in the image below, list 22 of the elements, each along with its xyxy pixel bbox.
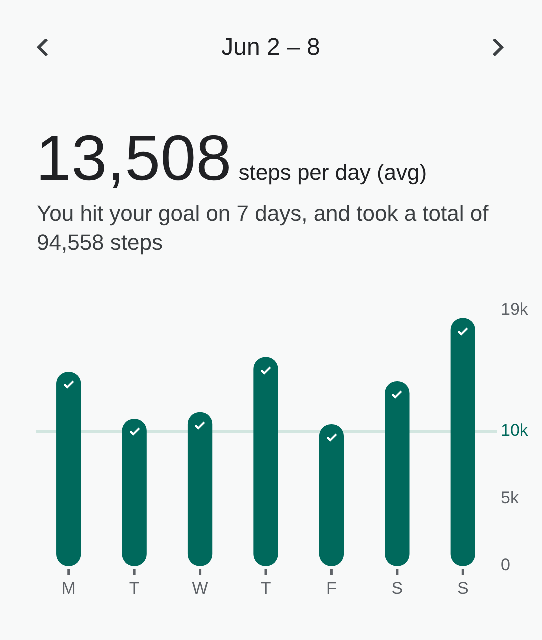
x-tick-label: M [62,578,76,598]
x-tick-label: T [260,578,272,598]
bar [188,412,213,566]
chart-subtitle: You hit your goal on 7 days, and took a total of 94,558 steps [37,200,490,257]
text: 13,508 [36,122,232,194]
chart-title: Jun 2 – 8 [220,34,322,61]
bar [254,357,278,566]
x-tick-label: S [457,578,469,598]
x-tick-label: F [326,578,337,598]
y-tick-label: 10k [501,421,529,440]
text: steps per day (avg) [238,160,428,186]
bar [450,318,476,566]
y-tick-label: 5k [501,488,520,508]
bar [56,372,82,566]
bar [385,381,410,566]
y-tick-label: 19k [501,300,529,320]
x-tick-label: T [129,578,140,598]
x-tick-label: W [192,578,208,598]
y-tick-label: 0 [501,556,510,575]
x-tick-label: S [392,578,404,598]
bar [122,419,147,566]
bar [319,424,344,566]
